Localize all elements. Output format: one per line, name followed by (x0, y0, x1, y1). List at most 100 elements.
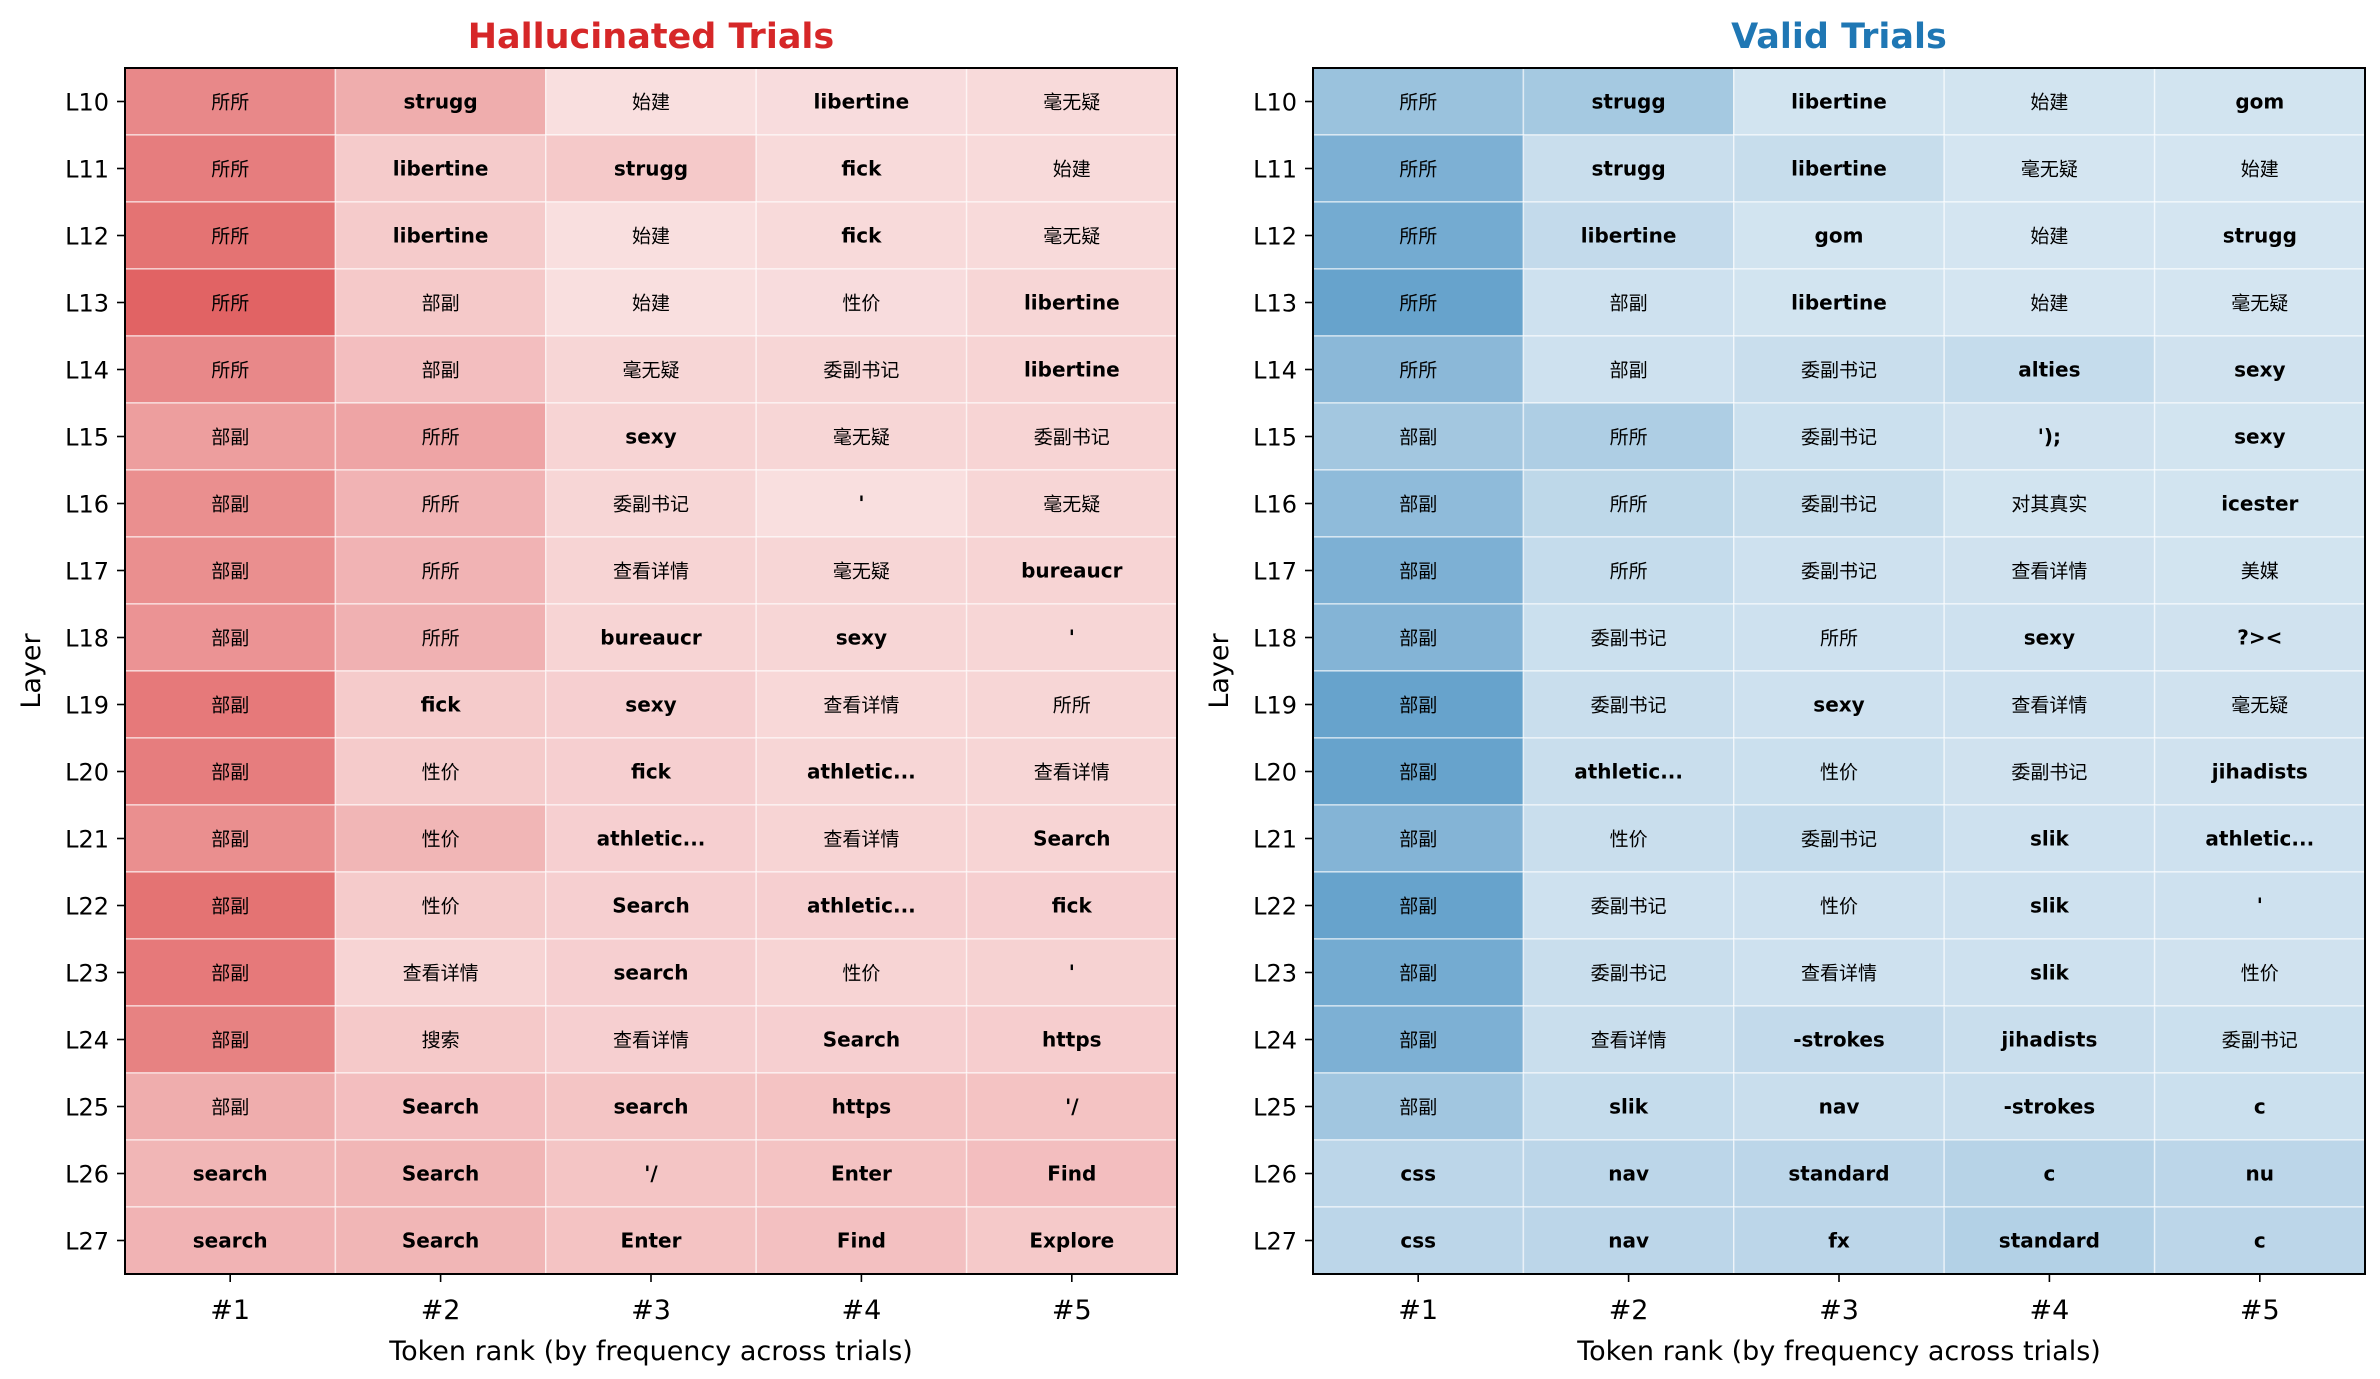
heatmap-cell (755, 938, 968, 1007)
cell-token-label: ' (1069, 961, 1075, 985)
y-tick-label: L11 (1253, 156, 1297, 184)
y-axis-label: Layer (1204, 632, 1235, 708)
cell-token-label: jihadists (2000, 1028, 2097, 1052)
y-tick-label: L23 (65, 960, 109, 988)
heatmap-cell (1733, 67, 1945, 136)
y-tick-label: L19 (65, 692, 109, 720)
heatmap-cell (334, 67, 547, 136)
heatmap-cell (545, 1139, 757, 1208)
y-tick-label: L11 (65, 156, 109, 184)
cell-token-label: libertine (1791, 90, 1887, 114)
cell-token-label: libertine (1791, 157, 1887, 181)
heatmap-cell (334, 1072, 547, 1141)
cell-token-label: 委副书记 (1591, 628, 1667, 650)
cell-token-label: slik (2030, 894, 2070, 918)
heatmap-cell (1943, 1072, 2156, 1141)
heatmap-cell (1733, 134, 1945, 203)
heatmap-panel-2: 所所 strugg libertine 始建 gom 所所 strugg libertine 毫… (1204, 17, 2366, 1367)
cell-token-label: 性价 (2241, 963, 2279, 985)
heatmap-cell (1733, 1206, 1945, 1275)
cell-token-label: nav (1608, 1162, 1649, 1186)
heatmap-cell (2153, 1139, 2366, 1208)
cell-token-label: 毫无疑 (833, 561, 890, 583)
y-tick-label: L25 (65, 1094, 109, 1122)
y-tick-label: L17 (65, 558, 109, 586)
cell-token-label: c (2254, 1095, 2266, 1119)
x-tick-label: #4 (2029, 1295, 2069, 1326)
cell-token-label: 委副书记 (1801, 561, 1877, 583)
cell-token-label: fick (841, 157, 882, 181)
y-tick-label: L18 (65, 625, 109, 653)
cell-token-label: 性价 (1610, 829, 1648, 851)
cell-token-label: search (614, 961, 689, 985)
cell-token-label: athletic... (807, 760, 916, 784)
cell-token-label: 部副 (1610, 360, 1648, 382)
heatmap-cell (1312, 603, 1525, 672)
heatmap-cell (755, 871, 968, 940)
heatmap-cell (124, 804, 337, 873)
heatmap-cell (2153, 536, 2366, 605)
cell-token-label: 部副 (1399, 628, 1437, 650)
cell-token-label: 部副 (211, 1030, 249, 1052)
y-tick-label: L15 (1253, 424, 1297, 452)
cell-token-label: sexy (2234, 358, 2285, 382)
y-tick-label: L21 (65, 826, 109, 854)
heatmap-cell (2153, 134, 2366, 203)
cell-token-label: slik (2030, 827, 2070, 851)
cell-token-label: 查看详情 (1034, 762, 1110, 784)
cell-token-label: Explore (1029, 1229, 1114, 1253)
heatmap-cell (1522, 670, 1735, 739)
heatmap-cell (1943, 938, 2156, 1007)
cell-token-label: 查看详情 (1801, 963, 1877, 985)
cell-token-label: 所所 (422, 561, 460, 583)
heatmap-cell (334, 670, 547, 739)
cell-token-label: 部副 (211, 494, 249, 516)
cell-token-label: 所所 (211, 360, 249, 382)
heatmap-cell (1312, 670, 1525, 739)
heatmap-cell (755, 67, 968, 136)
cell-token-label: Find (1047, 1162, 1096, 1186)
heatmap-cell (545, 603, 757, 672)
heatmap-cell (755, 268, 968, 337)
cell-token-label: 毫无疑 (2231, 695, 2288, 717)
x-tick-label: #3 (1819, 1295, 1859, 1326)
y-tick-label: L16 (1253, 491, 1297, 519)
heatmap-cell (1522, 603, 1735, 672)
cell-token-label: 查看详情 (613, 1030, 689, 1052)
cell-token-label: athletic... (597, 827, 706, 851)
y-tick-label: L22 (65, 893, 109, 921)
cell-token-label: nav (1819, 1095, 1860, 1119)
cell-token-label: libertine (1024, 291, 1120, 315)
heatmap-cell (1733, 1139, 1945, 1208)
cell-token-label: libertine (393, 157, 489, 181)
y-axis-label: Layer (16, 632, 47, 708)
cell-token-label: fick (841, 224, 882, 248)
heatmap-cell (545, 938, 757, 1007)
cell-token-label: 委副书记 (613, 494, 689, 516)
cell-token-label: https (1042, 1028, 1102, 1052)
heatmap-cell (545, 134, 757, 203)
y-tick-label: L10 (65, 89, 109, 117)
y-tick-label: L20 (1253, 759, 1297, 787)
cell-token-label: libertine (1024, 358, 1120, 382)
heatmap-cell (1522, 938, 1735, 1007)
cell-token-label: strugg (1591, 157, 1665, 181)
heatmap-cell (1943, 1139, 2156, 1208)
heatmap-cell (1733, 335, 1945, 404)
cell-token-label: 始建 (632, 226, 670, 248)
heatmap-cell (1522, 1206, 1735, 1275)
heatmap-cell (1733, 670, 1945, 739)
y-tick-label: L26 (65, 1161, 109, 1189)
heatmap-cell (334, 335, 547, 404)
cell-token-label: bureaucr (600, 626, 702, 650)
cell-token-label: 毫无疑 (1043, 92, 1100, 114)
cell-token-label: 毫无疑 (622, 360, 679, 382)
y-tick-label: L20 (65, 759, 109, 787)
cell-token-label: 所所 (211, 159, 249, 181)
heatmap-cell (1522, 469, 1735, 538)
heatmap-cell (545, 1206, 757, 1275)
heatmap-cell (545, 335, 757, 404)
cell-token-label: 部副 (211, 829, 249, 851)
cell-token-label: gom (1815, 224, 1864, 248)
